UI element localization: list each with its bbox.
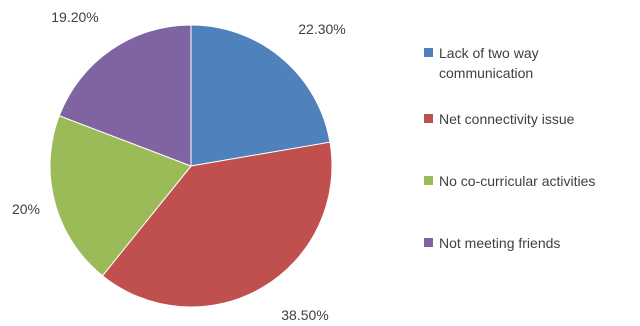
legend-item-not-meeting-friends: Not meeting friends [424, 235, 560, 251]
data-label-no-co-curricular-activities: 20% [12, 201, 40, 217]
legend-label: Lack of two way [439, 45, 539, 61]
legend-label: communication [439, 65, 533, 81]
legend-swatch [424, 114, 433, 123]
data-label-not-meeting-friends: 19.20% [51, 9, 98, 25]
pie-slice-lack-of-two-way-communication [190, 24, 331, 167]
legend-swatch [424, 238, 433, 247]
pie-slices [49, 24, 333, 308]
data-label-net-connectivity-issue: 38.50% [281, 307, 328, 323]
legend-swatch [424, 48, 433, 57]
pie-slice-net-connectivity-issue [101, 141, 333, 308]
legend: Lack of two way communication Net connecti… [424, 45, 595, 251]
legend-label: Net connectivity issue [439, 111, 575, 127]
pie-data-labels: 22.30% 38.50% 20% 19.20% [12, 9, 346, 323]
legend-item-no-co-curricular-activities: No co-curricular activities [424, 173, 595, 189]
legend-label: Not meeting friends [439, 235, 560, 251]
legend-item-net-connectivity-issue: Net connectivity issue [424, 111, 575, 127]
pie-slice-not-meeting-friends [58, 24, 192, 167]
legend-swatch [424, 176, 433, 185]
data-label-lack-of-two-way-communication: 22.30% [298, 21, 345, 37]
legend-label: No co-curricular activities [439, 173, 595, 189]
legend-item-lack-of-two-way-communication: Lack of two way communication [424, 45, 539, 81]
pie-slice-no-co-curricular-activities [49, 115, 192, 277]
